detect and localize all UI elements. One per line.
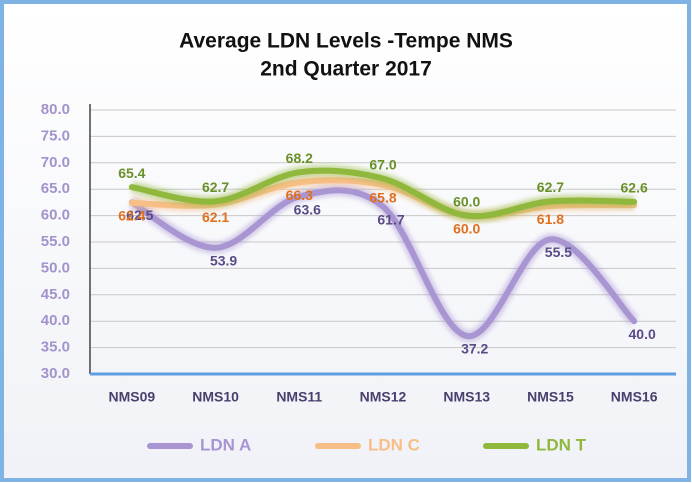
- data-label: 55.5: [545, 244, 572, 260]
- data-label: 53.9: [210, 253, 237, 269]
- series-line: [128, 187, 638, 339]
- chart-title: Average LDN Levels -Tempe NMS: [179, 30, 513, 53]
- data-label: 66.3: [286, 187, 313, 203]
- y-tick-label: 50.0: [41, 259, 70, 276]
- data-label: 60.0: [453, 193, 480, 209]
- y-tick-label: 75.0: [41, 127, 70, 144]
- data-label: 68.2: [286, 150, 313, 166]
- data-label: 60.0: [453, 220, 480, 236]
- x-tick-label: NMS10: [192, 389, 239, 405]
- y-tick-label: 60.0: [41, 207, 70, 224]
- y-tick-label: 30.0: [41, 365, 70, 382]
- data-label: 37.2: [461, 341, 488, 357]
- x-tick-label: NMS15: [527, 389, 574, 405]
- data-label: 65.8: [369, 190, 396, 206]
- data-label: 61.7: [377, 211, 404, 227]
- data-label: 62.4: [118, 208, 145, 224]
- data-label: 62.7: [202, 179, 229, 195]
- data-label: 62.1: [202, 209, 229, 225]
- y-tick-label: 70.0: [41, 154, 70, 171]
- y-tick-label: 80.0: [41, 101, 70, 118]
- x-tick-label: NMS09: [109, 389, 156, 405]
- data-label: 67.0: [369, 156, 396, 172]
- data-label: 40.0: [629, 326, 656, 342]
- y-tick-label: 45.0: [41, 286, 70, 303]
- data-label: 62.6: [621, 180, 648, 196]
- data-label: 62.7: [537, 179, 564, 195]
- y-tick-label: 55.0: [41, 233, 70, 250]
- data-label: 63.6: [294, 201, 321, 217]
- y-tick-label: 40.0: [41, 312, 70, 329]
- y-tick-label: 35.0: [41, 339, 70, 356]
- data-label: 65.4: [118, 165, 145, 181]
- legend-label: LDN T: [536, 435, 587, 454]
- x-tick-label: NMS16: [611, 389, 658, 405]
- x-tick-label: NMS12: [360, 389, 407, 405]
- y-tick-label: 65.0: [41, 180, 70, 197]
- data-label: 61.8: [537, 211, 564, 227]
- legend-label: LDN A: [200, 435, 251, 454]
- series-line: [128, 167, 638, 220]
- x-tick-label: NMS13: [443, 389, 490, 405]
- data-label: 62.5: [126, 207, 153, 223]
- x-tick-label: NMS11: [276, 389, 322, 405]
- chart-subtitle: 2nd Quarter 2017: [260, 58, 432, 81]
- legend-label: LDN C: [368, 435, 420, 454]
